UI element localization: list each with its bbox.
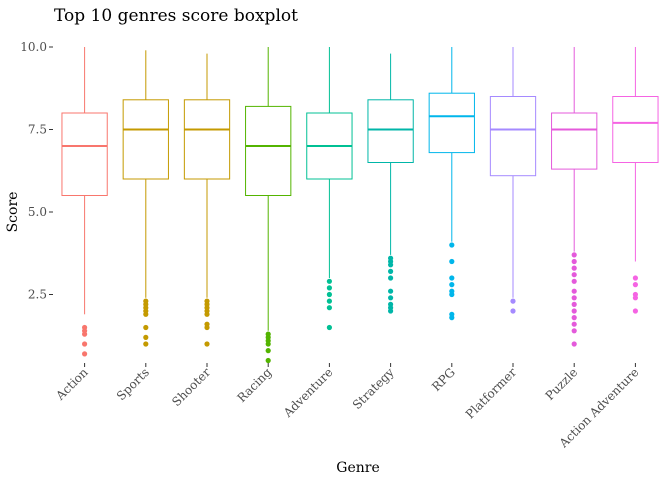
outlier-point [388,288,394,294]
outlier-point [632,295,639,301]
x-tick-label: Platformer [463,365,519,421]
outlier-point [449,242,455,248]
outlier-point [82,351,88,357]
x-tick-label: Shooter [169,365,213,409]
plot-area [61,47,659,364]
y-tick-label: 5.0 [28,205,47,219]
x-tick-label: RPG [429,365,458,394]
outlier-point [143,334,149,340]
y-tick-label: 10.0 [20,40,47,54]
outlier-point [571,278,577,284]
outlier-point [571,265,577,271]
x-tick-label: Sports [114,365,152,403]
outlier-point [143,341,149,347]
x-axis-title: Genre [336,460,379,476]
outlier-point [571,288,577,294]
outlier-point [82,331,88,337]
box-action-adventure [612,47,659,314]
box-action [61,47,108,357]
outlier-point [510,308,516,314]
box-racing [245,47,292,364]
outlier-point [449,315,455,321]
outlier-point [571,258,577,265]
y-tick-label: 2.5 [28,288,47,302]
outlier-point [326,298,332,304]
outlier-point [326,291,332,298]
outlier-point [571,295,577,301]
outlier-point [82,341,88,347]
box-shooter [183,53,231,347]
x-tick-label: Racing [234,365,274,405]
y-axis: 2.5 5.0 7.5 10.0 [20,40,53,302]
box-iqr [245,105,292,196]
outlier-point [265,341,271,347]
y-tick-label: 7.5 [28,123,47,137]
box-iqr [551,112,598,170]
x-tick-label: Adventure [280,365,335,420]
outlier-point [143,311,149,317]
outlier-point [632,275,639,281]
outlier-point [571,328,577,334]
box-iqr [122,99,169,180]
outlier-point [449,258,455,265]
box-iqr [489,96,537,177]
box-iqr [612,96,659,163]
outlier-point [571,252,577,258]
outlier-point [204,311,210,317]
outlier-point [204,324,210,331]
outlier-point [571,272,577,278]
x-tick-label: Action [53,365,91,403]
outlier-point [449,275,455,281]
outlier-point [326,305,332,311]
box-iqr [428,92,475,154]
box-iqr [183,99,231,180]
outlier-point [571,315,577,321]
outlier-point [326,278,332,284]
outlier-point [632,308,639,314]
outlier-point [571,301,577,307]
y-axis-title: Score [5,192,21,233]
x-axis: Action Sports Shooter Racing Adventure Strate… [53,363,642,451]
outlier-point [265,348,271,354]
box-iqr [61,112,108,196]
x-tick-label: Strategy [350,365,397,412]
outlier-point [204,341,210,347]
box-strategy [367,53,414,314]
outlier-point [388,262,394,268]
outlier-point [571,341,577,347]
outlier-point [326,324,332,331]
box-sports [122,50,169,347]
outlier-point [265,357,271,364]
outlier-point [449,282,455,288]
outlier-point [326,285,332,291]
outlier-point [388,295,394,301]
outlier-point [388,308,394,314]
outlier-point [449,291,455,298]
box-rpg [428,47,475,321]
outlier-point [143,324,149,331]
x-tick-label: Puzzle [543,365,581,403]
box-platformer [489,47,537,314]
outlier-point [510,298,516,304]
outlier-point [388,275,394,281]
outlier-point [632,282,639,288]
outlier-point [388,268,394,274]
box-puzzle [551,47,598,347]
outlier-point [571,321,577,327]
box-adventure [306,47,353,331]
outlier-point [571,308,577,314]
chart-title: Top 10 genres score boxplot [54,6,298,26]
box-iqr [367,99,414,164]
